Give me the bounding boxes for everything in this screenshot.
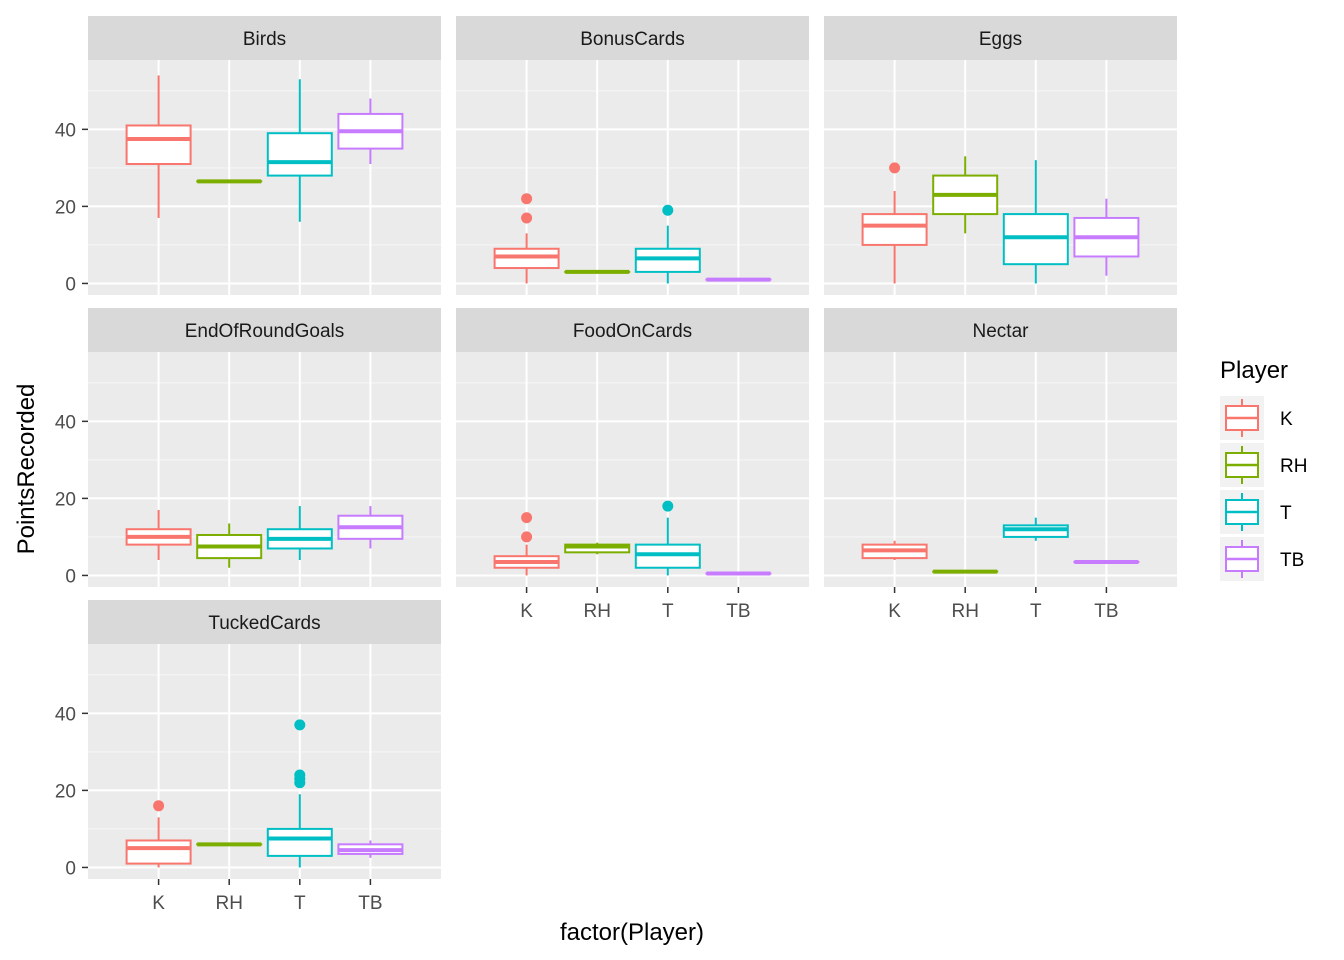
box-t xyxy=(266,79,333,222)
facet-strip-label: Nectar xyxy=(973,321,1030,342)
legend-label: RH xyxy=(1280,456,1307,477)
legend-label: K xyxy=(1280,409,1293,430)
y-tick-label: 20 xyxy=(55,781,76,802)
x-tick-label: RH xyxy=(951,601,978,622)
box-rh xyxy=(932,156,999,234)
x-tick-label: K xyxy=(888,601,901,622)
facet-strip xyxy=(88,308,441,352)
outlier-point xyxy=(889,162,901,174)
facet-strip xyxy=(88,600,441,644)
facet-foodoncards: FoodOnCards K RH T TB xyxy=(456,308,809,622)
facet-strip-label: Birds xyxy=(243,29,286,50)
outlier-point xyxy=(153,800,165,812)
facet-strip-label: Eggs xyxy=(979,29,1022,50)
box-k xyxy=(493,193,560,284)
legend-label: T xyxy=(1280,503,1292,524)
legend-key-t: T xyxy=(1220,490,1292,534)
facet-strip-label: BonusCards xyxy=(580,29,685,50)
y-tick-label: 40 xyxy=(55,704,76,725)
outlier-point xyxy=(521,193,533,205)
panel-background xyxy=(88,352,441,587)
box-t xyxy=(634,204,701,284)
box-tb xyxy=(1073,198,1140,276)
x-tick-label: K xyxy=(152,893,165,914)
box-k xyxy=(861,540,928,561)
outlier-point xyxy=(521,212,533,224)
outlier-point xyxy=(294,719,306,731)
box-t xyxy=(266,719,333,868)
outlier-point xyxy=(521,531,533,543)
facet-eggs: Eggs xyxy=(824,16,1177,295)
box-t xyxy=(634,500,701,576)
legend-key-rh: RH xyxy=(1220,443,1307,487)
legend-keys: K RH T TB xyxy=(1220,396,1307,581)
panel-background xyxy=(824,60,1177,295)
box-k xyxy=(125,75,192,218)
legend-key-tb: TB xyxy=(1220,537,1304,581)
y-tick-label: 0 xyxy=(65,274,76,295)
x-tick-label: T xyxy=(1030,601,1042,622)
box-iqr xyxy=(266,132,333,177)
panel-background xyxy=(88,60,441,295)
facet-strip xyxy=(88,16,441,60)
box-t xyxy=(266,506,333,561)
x-tick-label: TB xyxy=(726,601,750,622)
panel-background xyxy=(456,352,809,587)
box-iqr xyxy=(266,827,333,857)
box-rh xyxy=(196,523,263,568)
facet-panels: Birds 0 20 40 BonusCards Eggs EndOfRoundGoals 0… xyxy=(55,16,1177,914)
facet-strip-label: TuckedCards xyxy=(208,613,320,634)
outlier-point xyxy=(521,512,533,524)
box-iqr xyxy=(125,839,192,865)
box-tb xyxy=(337,98,404,165)
legend-label: TB xyxy=(1280,550,1304,571)
y-tick-label: 40 xyxy=(55,412,76,433)
y-tick-label: 20 xyxy=(55,197,76,218)
x-tick-label: TB xyxy=(358,893,382,914)
box-rh xyxy=(564,542,631,555)
y-tick-label: 20 xyxy=(55,489,76,510)
facet-nectar: Nectar K RH T TB xyxy=(824,308,1177,622)
y-tick-label: 40 xyxy=(55,120,76,141)
box-t xyxy=(1002,160,1069,284)
x-tick-label: K xyxy=(520,601,533,622)
facet-endofroundgoals: EndOfRoundGoals 0 20 40 xyxy=(55,308,441,587)
box-k xyxy=(125,509,192,561)
box-tb xyxy=(337,840,404,858)
legend-title: Player xyxy=(1220,357,1288,384)
box-tb xyxy=(337,506,404,549)
facet-bonuscards: BonusCards xyxy=(456,16,809,295)
outlier-point xyxy=(662,500,674,512)
facet-strip xyxy=(824,16,1177,60)
x-tick-label: T xyxy=(294,893,306,914)
box-iqr xyxy=(125,124,192,166)
box-k xyxy=(493,512,560,576)
x-axis-title: factor(Player) xyxy=(560,919,704,946)
facet-strip xyxy=(824,308,1177,352)
facet-strip-label: EndOfRoundGoals xyxy=(185,321,345,342)
facet-strip-label: FoodOnCards xyxy=(573,321,692,342)
outlier-point xyxy=(294,769,306,781)
box-k xyxy=(861,162,928,284)
y-tick-label: 0 xyxy=(65,858,76,879)
facet-strip xyxy=(456,16,809,60)
box-t xyxy=(1002,517,1069,541)
facet-tuckedcards: TuckedCards 0 20 40 K RH T TB xyxy=(55,600,441,914)
x-tick-label: T xyxy=(662,601,674,622)
legend-key-k: K xyxy=(1220,396,1293,440)
legend: Player K RH T TB xyxy=(1220,357,1307,581)
y-tick-label: 0 xyxy=(65,566,76,587)
x-tick-label: RH xyxy=(583,601,610,622)
x-tick-label: TB xyxy=(1094,601,1118,622)
y-axis-title: PointsRecorded xyxy=(13,384,40,555)
x-tick-label: RH xyxy=(215,893,242,914)
facet-strip xyxy=(456,308,809,352)
outlier-point xyxy=(662,204,674,216)
box-k xyxy=(125,800,192,868)
facet-birds: Birds 0 20 40 xyxy=(55,16,441,295)
box-iqr xyxy=(861,213,928,246)
